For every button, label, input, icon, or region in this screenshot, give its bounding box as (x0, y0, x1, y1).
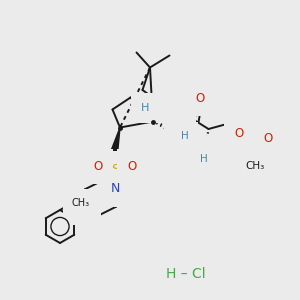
Text: N: N (199, 147, 209, 160)
Text: CH₃: CH₃ (245, 161, 265, 171)
Text: H: H (181, 131, 189, 141)
Polygon shape (110, 128, 120, 154)
Text: CH₃: CH₃ (72, 198, 90, 208)
Text: N: N (111, 182, 120, 196)
Text: H – Cl: H – Cl (166, 268, 206, 281)
Text: H: H (210, 147, 218, 157)
Text: N: N (81, 200, 90, 214)
Text: H: H (200, 154, 208, 164)
Text: O: O (128, 160, 136, 173)
Text: S: S (111, 163, 120, 176)
Text: O: O (94, 160, 103, 173)
Text: S: S (249, 140, 258, 154)
Text: O: O (196, 92, 205, 105)
Text: O: O (264, 131, 273, 145)
Text: O: O (235, 127, 244, 140)
Text: N: N (175, 124, 185, 137)
Text: H: H (141, 103, 150, 113)
